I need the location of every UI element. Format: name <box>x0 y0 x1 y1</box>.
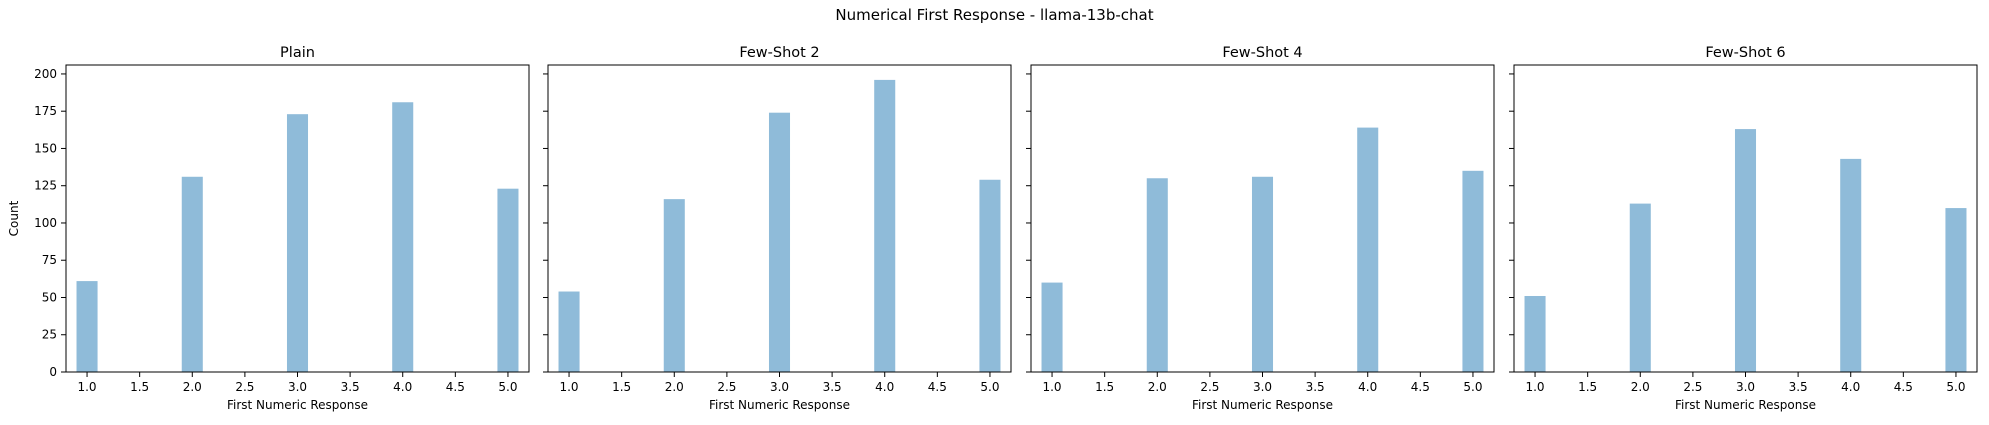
xtick-label-4-2: 1.5 <box>1578 380 1597 394</box>
xtick-label-2-8: 4.5 <box>928 380 947 394</box>
bar-2-4 <box>874 79 896 372</box>
bar-2-2 <box>663 199 685 372</box>
xtick-label-2-4: 2.5 <box>717 380 736 394</box>
xtick-label-3-5: 3.0 <box>1253 380 1272 394</box>
xtick-label-2-6: 3.5 <box>823 380 842 394</box>
xtick-label-2-7: 4.0 <box>875 380 894 394</box>
ytick-label-1-4: 75 <box>42 253 57 267</box>
xtick-label-3-2: 1.5 <box>1095 380 1114 394</box>
bar-3-4 <box>1357 127 1379 373</box>
bar-1-1 <box>76 281 98 372</box>
xtick-label-2-1: 1.0 <box>559 380 578 394</box>
xtick-label-4-6: 3.5 <box>1789 380 1808 394</box>
xtick-label-1-1: 1.0 <box>77 380 96 394</box>
xtick-label-4-5: 3.0 <box>1736 380 1755 394</box>
x-axis-label-4: First Numeric Response <box>1675 398 1816 412</box>
x-axis-label-3: First Numeric Response <box>1192 398 1333 412</box>
bar-4-2 <box>1629 203 1651 372</box>
xtick-label-1-5: 3.0 <box>288 380 307 394</box>
x-axis-label-1: First Numeric Response <box>227 398 368 412</box>
bar-1-3 <box>286 114 309 372</box>
xtick-label-3-1: 1.0 <box>1042 380 1061 394</box>
bar-1-5 <box>497 188 519 372</box>
ytick-label-1-7: 150 <box>34 141 57 155</box>
ytick-label-1-5: 100 <box>34 216 57 230</box>
xtick-label-1-6: 3.5 <box>341 380 360 394</box>
figure-suptitle: Numerical First Response - llama-13b-cha… <box>835 6 1154 24</box>
xtick-label-4-9: 5.0 <box>1946 380 1965 394</box>
xtick-label-2-5: 3.0 <box>770 380 789 394</box>
x-axis-label-2: First Numeric Response <box>709 398 850 412</box>
bar-4-4 <box>1840 158 1862 372</box>
xtick-label-4-3: 2.0 <box>1631 380 1650 394</box>
xtick-label-4-7: 4.0 <box>1841 380 1860 394</box>
bar-2-1 <box>558 291 580 372</box>
ytick-label-1-6: 125 <box>34 179 57 193</box>
xtick-label-1-9: 5.0 <box>498 380 517 394</box>
xtick-label-2-9: 5.0 <box>980 380 999 394</box>
xtick-label-1-8: 4.5 <box>446 380 465 394</box>
panel-title-1: Plain <box>280 45 315 61</box>
xtick-label-1-3: 2.0 <box>183 380 202 394</box>
ytick-label-1-2: 25 <box>42 328 57 342</box>
panel-title-3: Few-Shot 4 <box>1222 45 1302 61</box>
bar-1-2 <box>181 176 203 372</box>
bar-3-2 <box>1146 178 1168 372</box>
xtick-label-3-6: 3.5 <box>1306 380 1325 394</box>
bar-4-3 <box>1734 129 1757 372</box>
xtick-label-1-2: 1.5 <box>130 380 149 394</box>
bar-4-5 <box>1945 208 1967 372</box>
xtick-label-3-4: 2.5 <box>1200 380 1219 394</box>
xtick-label-3-8: 4.5 <box>1411 380 1430 394</box>
xtick-label-3-9: 5.0 <box>1463 380 1482 394</box>
panel-title-2: Few-Shot 2 <box>739 45 819 61</box>
bar-1-4 <box>392 102 414 373</box>
ytick-label-1-8: 175 <box>34 104 57 118</box>
xtick-label-4-1: 1.0 <box>1525 380 1544 394</box>
xtick-label-1-4: 2.5 <box>235 380 254 394</box>
bar-2-5 <box>979 179 1001 372</box>
xtick-label-4-4: 2.5 <box>1683 380 1702 394</box>
xtick-label-1-7: 4.0 <box>393 380 412 394</box>
panel-title-4: Few-Shot 6 <box>1705 45 1785 61</box>
y-axis-label-1: Count <box>7 200 21 236</box>
ytick-label-1-3: 50 <box>42 290 57 304</box>
xtick-label-2-3: 2.0 <box>665 380 684 394</box>
bar-4-1 <box>1524 295 1546 372</box>
bar-3-1 <box>1041 282 1063 372</box>
xtick-label-4-8: 4.5 <box>1894 380 1913 394</box>
xtick-label-3-7: 4.0 <box>1358 380 1377 394</box>
bar-2-3 <box>768 112 791 372</box>
ytick-label-1-9: 200 <box>34 67 57 81</box>
xtick-label-2-2: 1.5 <box>612 380 631 394</box>
bar-3-3 <box>1251 176 1274 372</box>
xtick-label-3-3: 2.0 <box>1148 380 1167 394</box>
bar-3-5 <box>1462 170 1484 372</box>
ytick-label-1-1: 0 <box>49 365 57 379</box>
